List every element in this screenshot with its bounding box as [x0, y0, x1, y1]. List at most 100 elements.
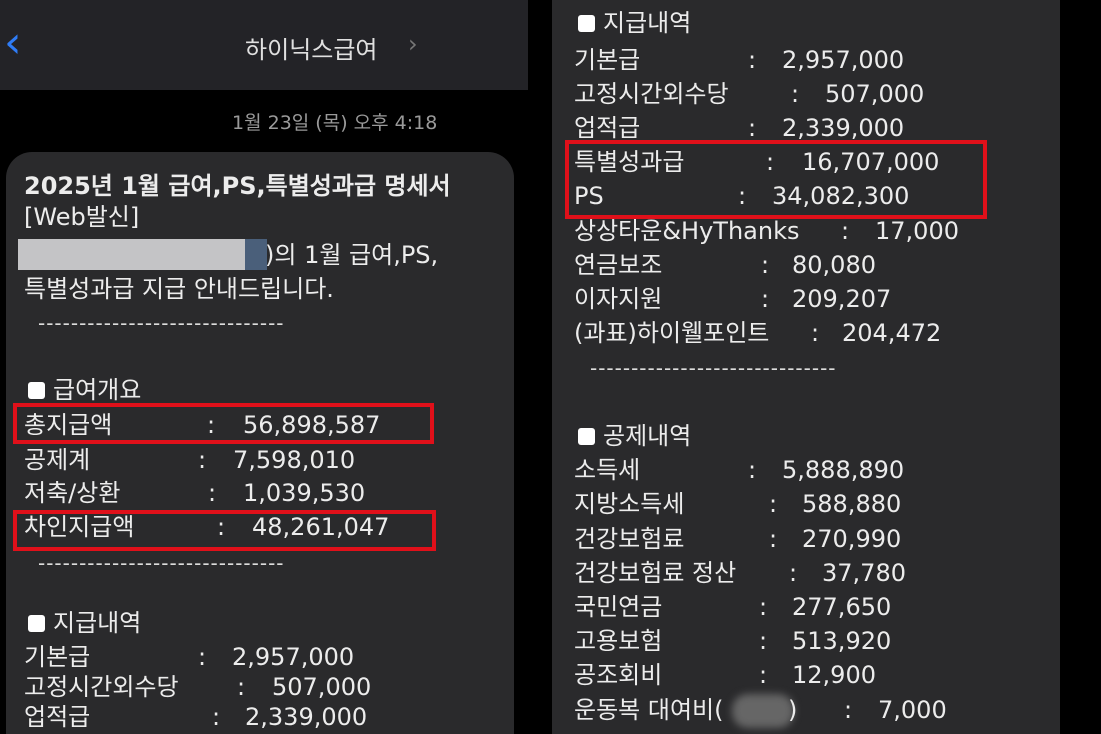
- row-label: 고정시간외수당: [24, 673, 179, 701]
- row-value: 1,039,530: [243, 479, 366, 507]
- row-value: 507,000: [825, 80, 925, 108]
- row-value: 80,080: [792, 251, 876, 279]
- row-label: 업적급: [24, 703, 91, 731]
- row-value: 507,000: [272, 673, 372, 701]
- colon: :: [841, 217, 850, 245]
- row-label: 기본급: [24, 643, 91, 671]
- colon: :: [844, 696, 853, 724]
- colon: :: [237, 673, 246, 701]
- row-value: 37,780: [822, 559, 906, 587]
- row-label: 상상타운&HyThanks: [574, 217, 800, 245]
- right-screenshot: 지급내역 기본급:2,957,000 고정시간외수당:507,000 업적급:2…: [552, 0, 1062, 734]
- row-value: 270,990: [802, 525, 902, 553]
- row-label: 운동복 대여비(: [574, 696, 724, 724]
- colon: :: [217, 513, 226, 541]
- sender-name[interactable]: 하이닉스급여: [245, 36, 378, 64]
- colon: :: [198, 446, 207, 474]
- row-label: 이자지원: [574, 285, 663, 313]
- row-label: (과표)하이웰포인트: [574, 319, 770, 347]
- colon: :: [759, 661, 768, 689]
- square-bullet-icon: [578, 428, 595, 445]
- colon: :: [761, 251, 770, 279]
- square-bullet-icon: [28, 615, 45, 632]
- colon: :: [748, 114, 757, 142]
- colon: :: [208, 479, 217, 507]
- square-bullet-icon: [578, 15, 595, 32]
- colon: :: [212, 703, 221, 731]
- colon: :: [207, 411, 216, 439]
- row-value: 7,000: [878, 696, 947, 724]
- chevron-left-icon[interactable]: ‹: [4, 17, 22, 68]
- row-label: PS: [574, 182, 604, 210]
- row-label: 국민연금: [574, 593, 663, 621]
- chevron-right-icon[interactable]: ›: [408, 30, 418, 58]
- row-label: 공제계: [24, 446, 91, 474]
- colon: :: [748, 456, 757, 484]
- row-value: 5,888,890: [782, 456, 905, 484]
- redacted-name: [18, 239, 250, 270]
- row-label: 업적급: [574, 114, 641, 142]
- row-value: 513,920: [792, 627, 892, 655]
- intro-line-2: 특별성과급 지급 안내드립니다.: [24, 275, 334, 303]
- row-label-suffix: ): [788, 696, 798, 724]
- row-value: 588,880: [802, 490, 902, 518]
- colon: :: [811, 319, 820, 347]
- row-label: 기본급: [574, 46, 641, 74]
- row-value: 2,957,000: [232, 643, 355, 671]
- row-label: 건강보험료: [574, 525, 685, 553]
- row-value: 2,339,000: [245, 703, 368, 731]
- highlight-box-net: [13, 510, 436, 551]
- colon: :: [759, 627, 768, 655]
- message-timestamp: 1월 23일 (목) 오후 4:18: [232, 112, 438, 134]
- divider: ------------------------------: [38, 311, 285, 335]
- row-value: 204,472: [842, 319, 942, 347]
- colon: :: [761, 285, 770, 313]
- row-value: 17,000: [875, 217, 959, 245]
- colon: :: [738, 182, 747, 210]
- colon: :: [748, 46, 757, 74]
- row-label: 건강보험료 정산: [574, 559, 737, 587]
- row-value: 56,898,587: [243, 411, 381, 439]
- divider: ------------------------------: [590, 356, 837, 380]
- intro-line-1: )의 1월 급여,PS,: [265, 241, 439, 269]
- redacted-name-edge: [245, 239, 267, 270]
- summary-heading: 급여개요: [28, 373, 141, 407]
- row-label: 특별성과급: [574, 148, 685, 176]
- row-label: 차인지급액: [24, 513, 135, 541]
- row-label: 총지급액: [24, 411, 113, 439]
- row-value: 7,598,010: [233, 446, 356, 474]
- row-value: 12,900: [792, 661, 876, 689]
- message-title: 2025년 1월 급여,PS,특별성과급 명세서: [24, 172, 451, 200]
- row-label: 고정시간외수당: [574, 80, 729, 108]
- row-value: 34,082,300: [772, 182, 910, 210]
- row-value: 48,261,047: [252, 513, 390, 541]
- square-bullet-icon: [28, 382, 45, 399]
- colon: :: [759, 593, 768, 621]
- highlight-box-total: [13, 403, 434, 444]
- divider: ------------------------------: [38, 551, 285, 575]
- row-label: 저축/상환: [24, 479, 121, 507]
- row-value: 277,650: [792, 593, 892, 621]
- colon: :: [769, 490, 778, 518]
- payments-heading: 지급내역: [28, 606, 141, 640]
- highlight-box-bonus: [565, 140, 987, 219]
- left-screenshot: ‹ 하이닉스급여 › 1월 23일 (목) 오후 4:18 2025년 1월 급…: [0, 0, 530, 734]
- row-value: 209,207: [792, 285, 892, 313]
- row-value: 2,339,000: [782, 114, 905, 142]
- chat-header: ‹ 하이닉스급여 ›: [0, 0, 528, 90]
- row-label: 연금보조: [574, 251, 663, 279]
- colon: :: [769, 525, 778, 553]
- colon: :: [198, 643, 207, 671]
- payments-heading: 지급내역: [578, 6, 691, 40]
- redacted-blur: [732, 694, 794, 728]
- message-bubble: [552, 0, 1060, 734]
- colon: :: [766, 148, 775, 176]
- row-label: 공조회비: [574, 661, 663, 689]
- row-label: 지방소득세: [574, 490, 685, 518]
- colon: :: [791, 80, 800, 108]
- row-label: 고용보험: [574, 627, 663, 655]
- deductions-heading: 공제내역: [578, 419, 691, 453]
- colon: :: [789, 559, 798, 587]
- web-tag: [Web발신]: [24, 203, 140, 231]
- row-value: 16,707,000: [802, 148, 940, 176]
